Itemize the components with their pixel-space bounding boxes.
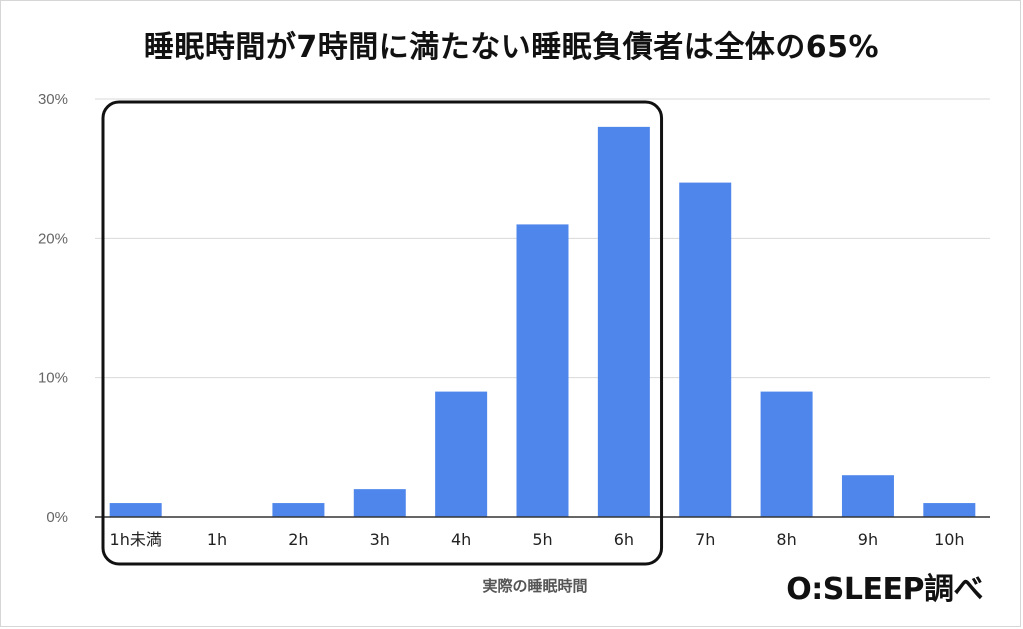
x-tick-label: 1h — [207, 530, 227, 549]
bar-5h — [516, 224, 569, 517]
y-tick-label: 10% — [38, 370, 68, 387]
x-tick-label: 10h — [934, 530, 965, 549]
highlight-box — [101, 100, 664, 566]
x-tick-label: 1h未満 — [110, 530, 162, 549]
x-tick-label: 3h — [370, 530, 390, 549]
chart-title: 睡眠時間が7時間に満たない睡眠負債者は全体の65% — [143, 30, 880, 65]
bar-7h — [679, 182, 732, 517]
y-tick-label: 20% — [38, 230, 68, 247]
x-tick-label: 4h — [451, 530, 471, 549]
source-label: O:SLEEP調べ — [786, 572, 983, 607]
x-tick-label: 7h — [695, 530, 715, 549]
y-tick-labels: 0% 10% 20% 30% — [38, 91, 68, 526]
x-tick-label: 8h — [776, 530, 796, 549]
highlight-box-group — [101, 100, 664, 566]
x-tick-label: 6h — [614, 530, 634, 549]
y-tick-label: 0% — [46, 509, 68, 526]
bars — [109, 126, 976, 517]
bar-6h — [597, 126, 650, 517]
x-tick-label: 9h — [858, 530, 878, 549]
bar-4h — [435, 391, 488, 517]
y-tick-label: 30% — [38, 91, 68, 108]
x-tick-label: 5h — [532, 530, 552, 549]
bar-9h — [841, 475, 894, 517]
bar-2h — [272, 503, 325, 517]
bar-10h — [923, 503, 976, 517]
bar-1h未満 — [109, 503, 162, 517]
x-axis-label: 実際の睡眠時間 — [482, 577, 588, 595]
x-tick-label: 2h — [288, 530, 308, 549]
x-tick-labels: 1h未満 1h 2h 3h 4h 5h 6h 7h 8h 9h 10h — [110, 530, 965, 549]
bar-3h — [353, 489, 406, 517]
bar-8h — [760, 391, 813, 517]
